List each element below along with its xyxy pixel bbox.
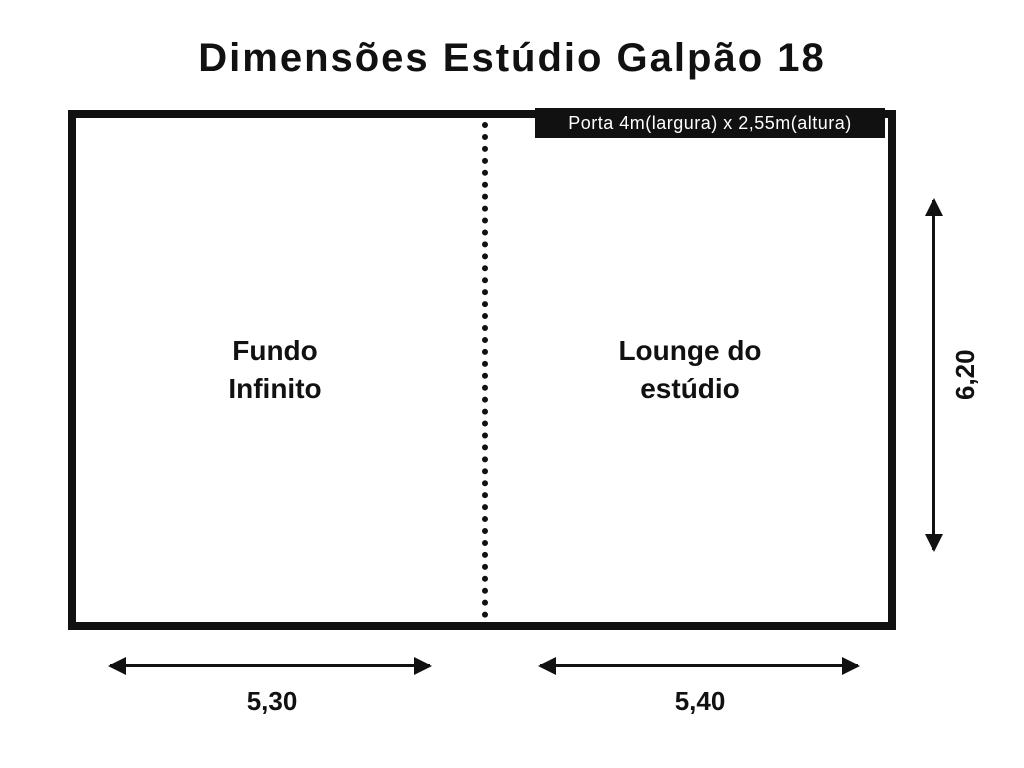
dim-arrow-right-icon <box>842 657 860 675</box>
dim-line-right <box>932 200 935 550</box>
dim-arrow-left-icon <box>108 657 126 675</box>
dim-line-bottom-right <box>540 664 858 667</box>
floorplan-page: Dimensões Estúdio Galpão 18 Porta 4m(lar… <box>0 0 1024 768</box>
dim-line-bottom-left <box>110 664 430 667</box>
room-label-right-line2: estúdio <box>640 373 740 404</box>
room-label-left-line1: Fundo <box>232 335 318 366</box>
room-label-left: Fundo Infinito <box>145 332 405 408</box>
door-label: Porta 4m(largura) x 2,55m(altura) <box>535 108 885 138</box>
dim-arrow-down-icon <box>925 534 943 552</box>
dim-value-bottom-left: 5,30 <box>232 686 312 717</box>
dim-arrow-left-icon <box>538 657 556 675</box>
room-divider <box>482 122 488 618</box>
dim-value-right: 6,20 <box>950 335 981 415</box>
room-label-right-line1: Lounge do <box>618 335 761 366</box>
room-label-left-line2: Infinito <box>228 373 321 404</box>
room-label-right: Lounge do estúdio <box>560 332 820 408</box>
page-title: Dimensões Estúdio Galpão 18 <box>0 36 1024 81</box>
dim-value-bottom-right: 5,40 <box>660 686 740 717</box>
dim-arrow-right-icon <box>414 657 432 675</box>
dim-arrow-up-icon <box>925 198 943 216</box>
